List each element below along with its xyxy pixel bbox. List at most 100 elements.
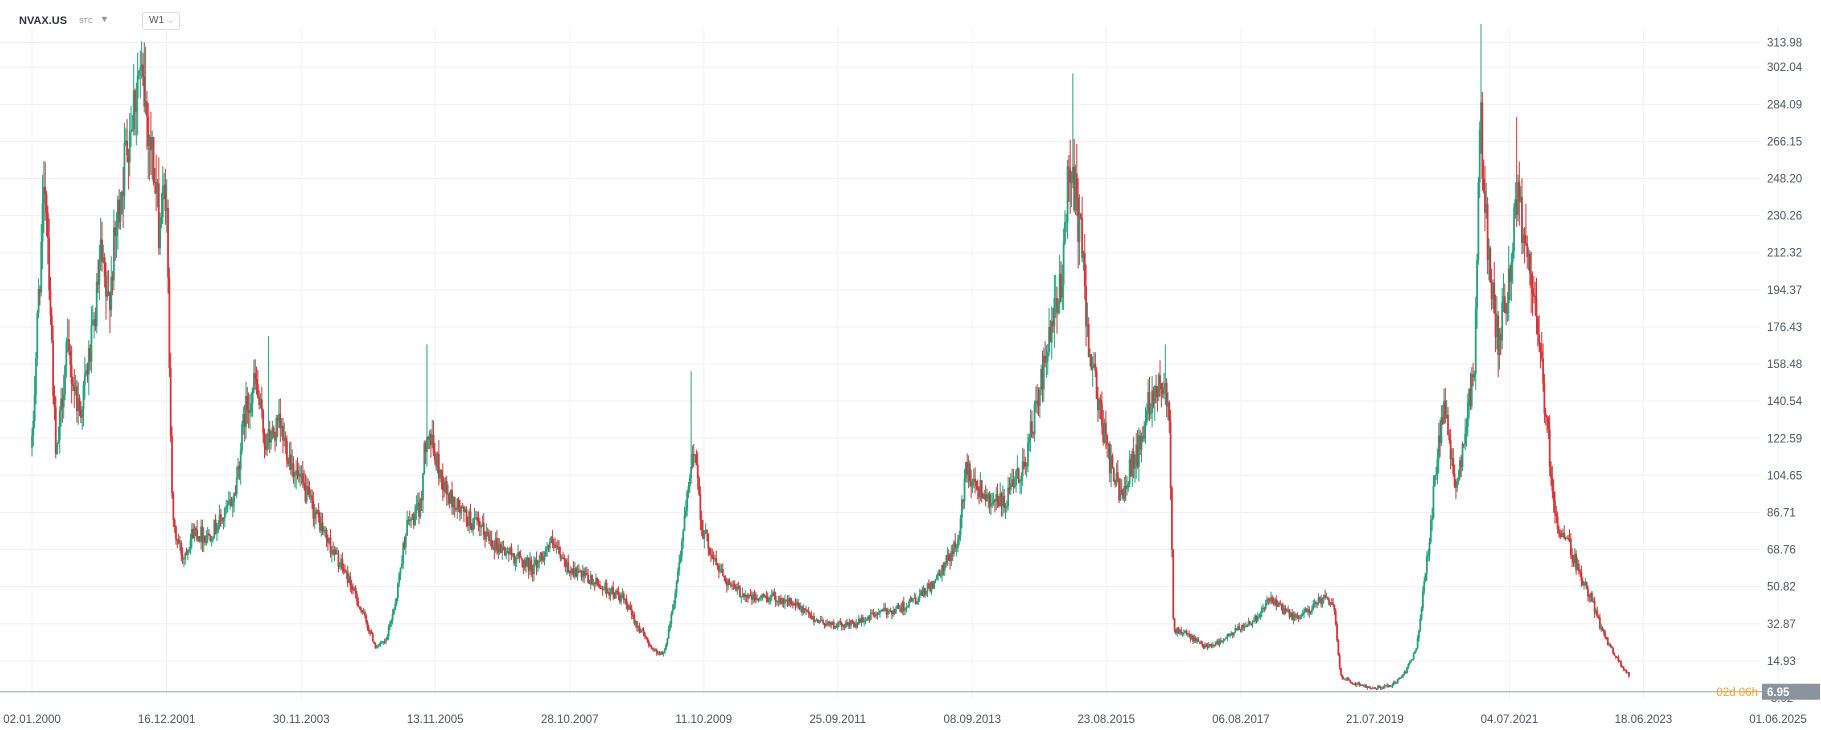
candle-body [700, 519, 703, 530]
candle-body [76, 386, 78, 411]
candle-body [1054, 297, 1057, 299]
candle-body [52, 340, 55, 397]
candle-body [334, 549, 337, 554]
candle-body [522, 560, 525, 568]
candle-body [980, 480, 983, 498]
candle-body [637, 626, 640, 628]
candle-body [1149, 413, 1152, 415]
candle-body [1038, 389, 1041, 406]
candle-body [329, 537, 332, 554]
y-tick-label: 104.65 [1767, 470, 1802, 482]
candle-body [995, 494, 998, 502]
candle-body [1251, 621, 1254, 625]
candle-body [382, 641, 385, 643]
candle-body [856, 623, 859, 625]
candle-body [1231, 632, 1234, 635]
candle-body [1334, 610, 1337, 625]
candle-body [1558, 529, 1560, 534]
candle-body [157, 183, 160, 249]
candle-body [64, 365, 66, 395]
candle-body [570, 570, 572, 574]
candle-body [848, 622, 851, 627]
candle-body [169, 368, 172, 436]
candle-body [1291, 612, 1294, 621]
candle-body [1392, 682, 1395, 685]
candle-body [234, 493, 237, 495]
candle-body [431, 434, 434, 446]
interval-select[interactable]: W1 ⌵ [142, 12, 181, 30]
candle-body [385, 640, 387, 642]
candle-body [303, 482, 306, 486]
candle-body [460, 506, 463, 514]
candle-body [1122, 492, 1124, 499]
candle-body [365, 615, 368, 622]
candle-body [658, 652, 661, 655]
symbol-dropdown-icon[interactable]: ▼ [100, 14, 109, 24]
candle-body [976, 486, 979, 491]
candle-body [1247, 621, 1250, 627]
candle-body [663, 649, 666, 654]
candle-body [1618, 660, 1621, 662]
candle-body [1250, 623, 1253, 625]
candle-body [151, 137, 154, 151]
candle-body [447, 493, 449, 495]
x-tick-label: 30.11.2003 [273, 714, 330, 726]
candle-body [894, 608, 897, 614]
candle-body [110, 277, 113, 311]
candle-body [1020, 476, 1023, 481]
candle-body [1452, 458, 1455, 474]
candle-body [1515, 199, 1518, 215]
candle-body [622, 593, 625, 601]
candle-body [1242, 624, 1245, 628]
candle-body [326, 538, 329, 543]
candle-body [782, 598, 785, 604]
candle-body [1238, 626, 1241, 630]
candle-body [939, 575, 942, 577]
candle-body [77, 398, 80, 411]
candle-body [912, 598, 914, 602]
candle-body [854, 623, 856, 628]
candle-body [48, 237, 51, 291]
candle-body [147, 116, 150, 147]
candle-body [485, 532, 488, 540]
candle-body [1427, 554, 1430, 557]
candle-body [646, 637, 649, 642]
candle-body [237, 465, 239, 478]
candle-body [831, 621, 834, 625]
candle-body [283, 437, 286, 441]
candle-body [65, 341, 68, 366]
candle-body [399, 567, 402, 574]
candle-body [411, 513, 414, 520]
candle-body [1324, 595, 1327, 598]
candle-body [370, 632, 373, 634]
candle-body [276, 417, 279, 421]
candle-body [353, 587, 356, 590]
candle-body [284, 437, 287, 441]
candle-body [1523, 234, 1526, 243]
candle-body [1266, 599, 1268, 603]
candle-body [1481, 102, 1484, 179]
candle-body [466, 523, 469, 526]
candle-body [1421, 591, 1424, 609]
candle-body [566, 562, 568, 568]
candle-body [1221, 640, 1224, 642]
candle-body [1460, 460, 1463, 467]
candle-body [358, 607, 361, 609]
candle-body [83, 373, 86, 386]
symbol-label[interactable]: NVAX.US [19, 15, 68, 27]
candle-body [987, 493, 990, 499]
candle-body [773, 592, 776, 597]
candle-body [1366, 686, 1369, 688]
candle-body [754, 596, 757, 601]
candle-body [1272, 602, 1275, 605]
candle-body [1488, 248, 1490, 260]
candle-body [815, 619, 818, 621]
candle-body [270, 439, 272, 443]
candle-body [507, 551, 510, 555]
candle-body [659, 651, 662, 655]
candle-body [733, 584, 736, 589]
candle-body [61, 398, 64, 408]
candle-body [869, 612, 872, 620]
candle-body [494, 538, 497, 551]
